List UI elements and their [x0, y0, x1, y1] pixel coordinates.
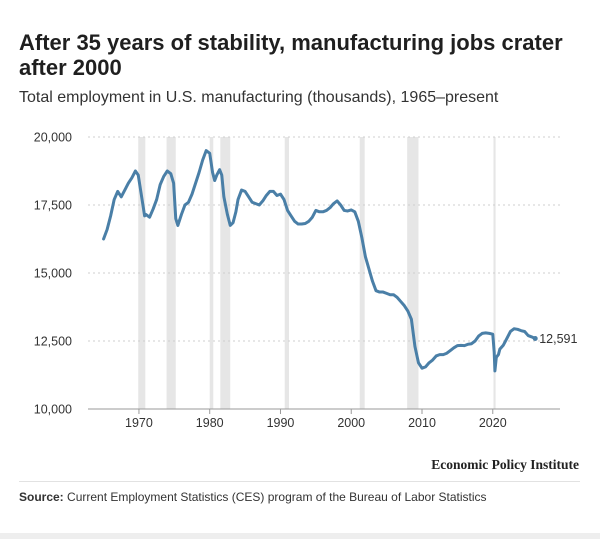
y-tick-label: 17,500: [34, 199, 72, 213]
source-label: Source:: [19, 490, 64, 504]
labels: 10,000 12,500 15,000 17,500 20,000 1970 1980 19…: [34, 131, 578, 431]
x-tick-label: 2020: [479, 416, 507, 430]
x-tick-label: 1970: [125, 416, 153, 430]
y-tick-label: 12,500: [34, 335, 72, 349]
source-note: Source: Current Employment Statistics (C…: [19, 489, 579, 505]
recession-bands: [138, 137, 496, 409]
chart-title: After 35 years of stability, manufacturi…: [19, 30, 563, 80]
recession-band-4: [220, 137, 231, 409]
x-tick-label: 2010: [408, 416, 436, 430]
y-tick-label: 10,000: [34, 403, 72, 417]
x-tick-label: 2000: [337, 416, 365, 430]
series: [102, 149, 538, 373]
recession-band-3: [209, 137, 214, 409]
publisher-attribution: Economic Policy Institute: [431, 457, 579, 472]
series-endpoint: [532, 336, 538, 342]
y-tick-label: 20,000: [34, 131, 72, 145]
bottom-bar: [0, 533, 600, 539]
end-value-label: 12,591: [539, 332, 577, 346]
axes: [88, 408, 560, 414]
y-tick-label: 15,000: [34, 267, 72, 281]
gridlines: [88, 136, 560, 342]
footer-divider: [19, 481, 580, 482]
series-line-manufacturing: [102, 149, 537, 373]
source-text: Current Employment Statistics (CES) prog…: [67, 490, 487, 504]
chart-subtitle: Total employment in U.S. manufacturing (…: [19, 89, 499, 106]
line-chart: 10,000 12,500 15,000 17,500 20,000 1970 1980 19…: [34, 131, 578, 431]
x-tick-label: 1980: [196, 416, 224, 430]
recession-band-7: [407, 137, 419, 409]
x-tick-label: 1990: [267, 416, 295, 430]
recession-band-5: [284, 137, 289, 409]
recession-band-1: [138, 137, 146, 409]
recession-band-6: [359, 137, 365, 409]
recession-band-2: [166, 137, 176, 409]
